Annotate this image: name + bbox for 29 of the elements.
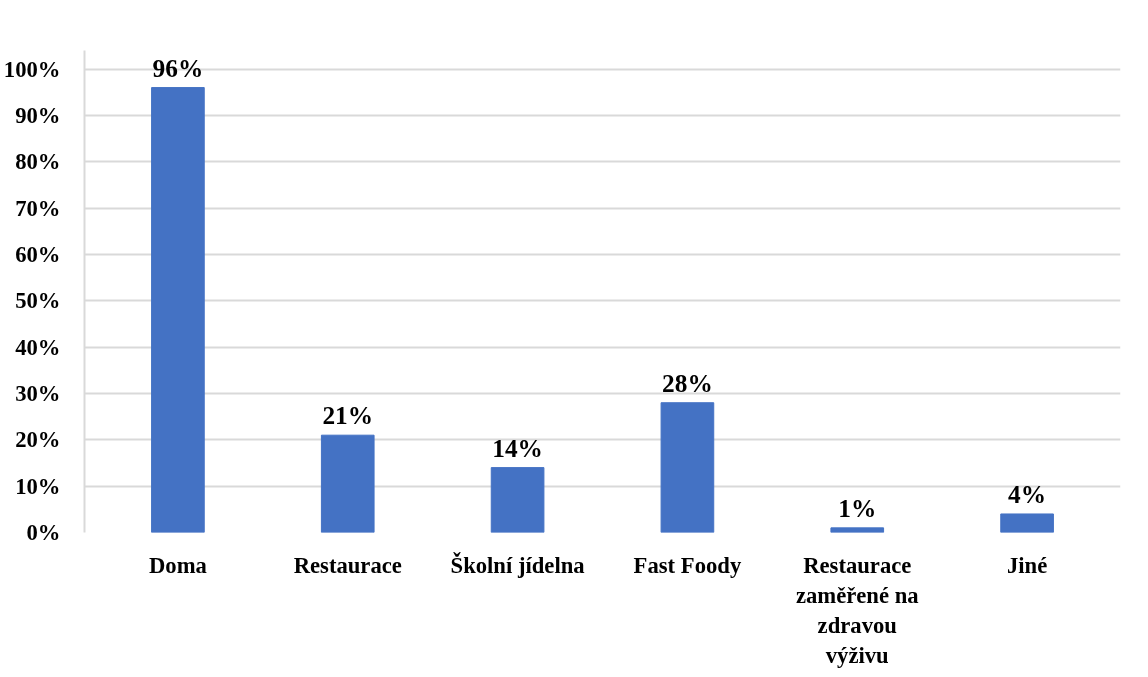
data-label: 21% bbox=[322, 401, 374, 430]
data-label: 1% bbox=[838, 493, 877, 522]
x-tick-label: Fast Foody bbox=[633, 552, 742, 578]
data-label: 4% bbox=[1008, 479, 1047, 508]
data-label: 96% bbox=[152, 53, 204, 82]
data-label: 28% bbox=[662, 368, 713, 397]
x-tick-label: Jiné bbox=[1006, 552, 1048, 578]
bar bbox=[490, 467, 545, 533]
y-tick-label: 40% bbox=[15, 334, 61, 360]
x-tick-label: Školní jídelna bbox=[450, 551, 585, 578]
x-tick-label: Restaurace bbox=[293, 552, 402, 578]
y-tick-label: 0% bbox=[26, 520, 61, 545]
y-tick-label: 30% bbox=[15, 380, 61, 406]
y-tick-label: 10% bbox=[15, 473, 61, 499]
y-tick-label: 50% bbox=[15, 288, 61, 314]
y-tick-label: 80% bbox=[15, 149, 61, 175]
y-tick-label: 100% bbox=[3, 56, 61, 82]
y-tick-label: 60% bbox=[15, 241, 61, 267]
bar bbox=[1000, 513, 1054, 533]
y-tick-label: 90% bbox=[15, 102, 61, 128]
bar bbox=[320, 434, 375, 533]
y-tick-label: 70% bbox=[15, 195, 61, 221]
data-label: 14% bbox=[492, 433, 543, 462]
bar bbox=[830, 527, 885, 533]
bar bbox=[151, 87, 205, 533]
x-tick-label: Restaurace zaměřené na zdravou výživu bbox=[795, 552, 919, 668]
bar bbox=[660, 402, 715, 533]
y-tick-label: 20% bbox=[15, 427, 61, 453]
x-tick-label: Doma bbox=[148, 552, 207, 578]
